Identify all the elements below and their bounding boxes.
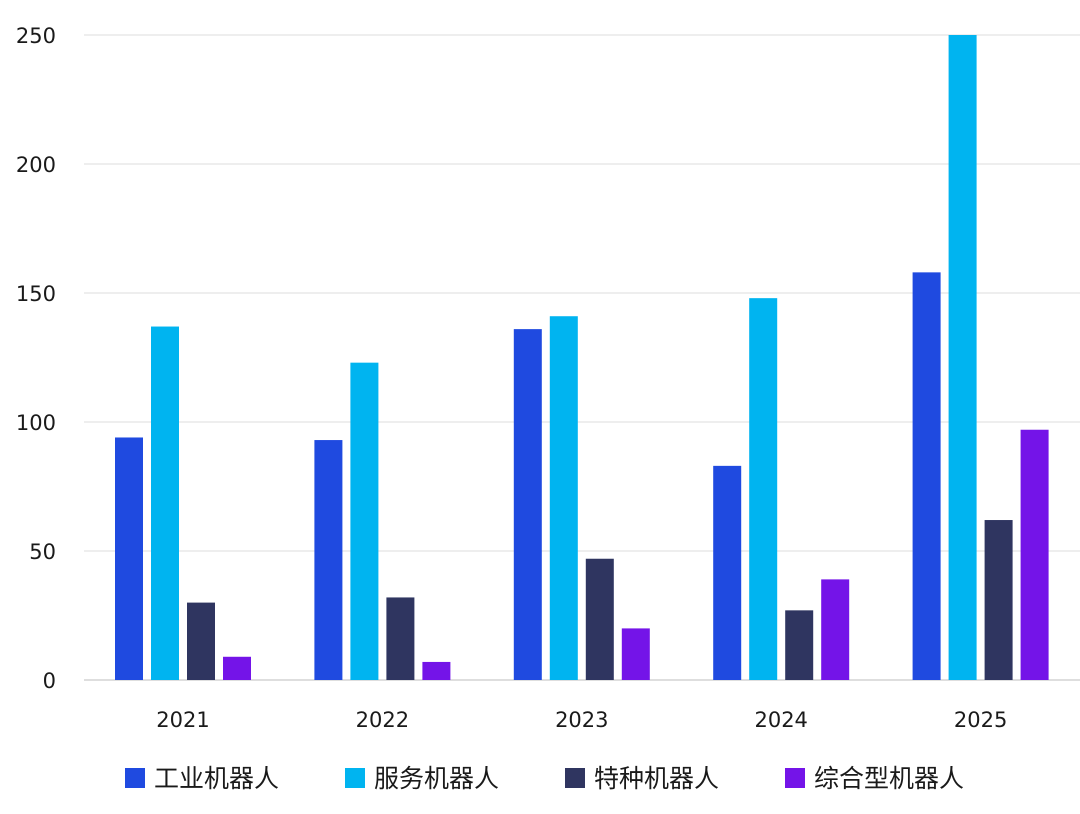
legend-swatch: [125, 768, 145, 788]
bar: [912, 272, 941, 680]
y-tick-label: 0: [43, 669, 56, 693]
bar: [115, 437, 143, 680]
bars: [115, 35, 1049, 680]
x-tick-label: 2025: [954, 708, 1007, 732]
y-tick-label: 250: [16, 24, 56, 48]
legend: 工业机器人 服务机器人 特种机器人 综合型机器人: [125, 764, 964, 793]
bar: [713, 465, 742, 680]
y-tick-label: 200: [16, 153, 56, 177]
y-tick-label: 100: [16, 411, 56, 435]
bar: [621, 628, 650, 680]
x-tick-label: 2022: [356, 708, 409, 732]
legend-item: 综合型机器人: [785, 764, 964, 793]
y-tick-label: 50: [29, 540, 56, 564]
bar: [386, 597, 415, 680]
legend-label: 服务机器人: [374, 764, 499, 793]
bar: [151, 326, 179, 680]
legend-swatch: [785, 768, 805, 788]
legend-item: 服务机器人: [345, 764, 499, 793]
bar: [984, 520, 1013, 680]
bar: [223, 656, 251, 680]
bar: [821, 579, 850, 680]
x-tick-label: 2024: [754, 708, 807, 732]
x-tick-label: 2023: [555, 708, 608, 732]
y-tick-label: 150: [16, 282, 56, 306]
legend-swatch: [565, 768, 585, 788]
legend-item: 特种机器人: [565, 764, 719, 793]
bar: [1020, 429, 1049, 680]
x-tick-label: 2021: [156, 708, 209, 732]
legend-label: 工业机器人: [154, 764, 279, 793]
bar: [749, 298, 778, 680]
bar: [350, 362, 379, 680]
bar: [513, 329, 542, 680]
x-axis-ticks: 2021 2022 2023 2024 2025: [156, 708, 1007, 732]
bar: [422, 661, 451, 680]
bar: [314, 440, 343, 680]
legend-item: 工业机器人: [125, 764, 279, 793]
bar: [785, 610, 814, 680]
legend-label: 特种机器人: [594, 764, 719, 793]
bar: [585, 558, 614, 680]
bar: [948, 35, 977, 680]
legend-swatch: [345, 768, 365, 788]
legend-label: 综合型机器人: [814, 764, 964, 793]
y-axis-ticks: 0 50 100 150 200 250: [16, 24, 56, 693]
bar: [549, 316, 578, 680]
bar: [187, 602, 215, 680]
